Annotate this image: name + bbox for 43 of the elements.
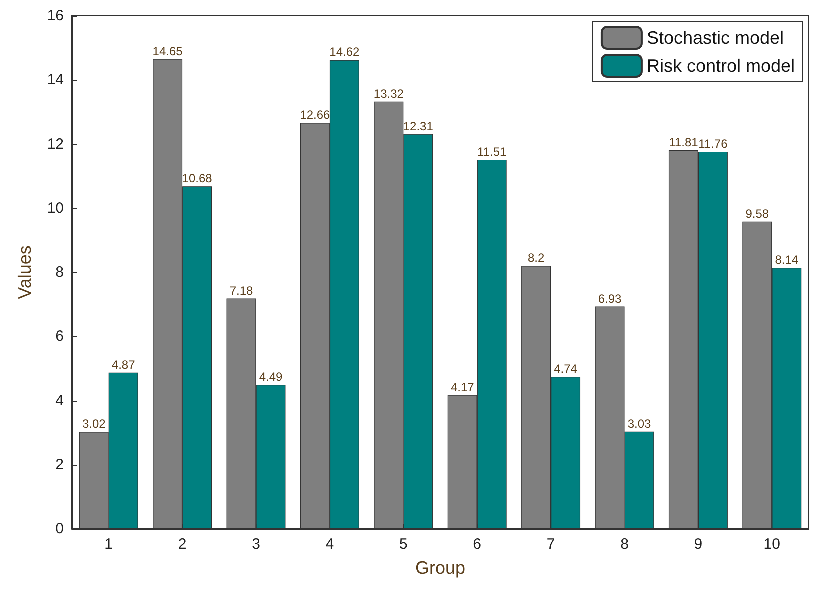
x-tick-label: 4: [326, 536, 334, 553]
y-tick-label: 10: [47, 200, 64, 217]
data-label: 12.31: [403, 119, 434, 134]
x-tick-label: 3: [252, 536, 260, 553]
data-label: 4.17: [450, 380, 475, 394]
data-label: 3.02: [82, 417, 106, 432]
data-label: 11.76: [698, 136, 728, 151]
y-tick-label: 2: [56, 456, 64, 474]
legend-label: Risk control model: [646, 56, 796, 76]
y-tick-label: 12: [47, 136, 64, 153]
data-label: 11.81: [669, 135, 699, 150]
data-label: 10.68: [182, 172, 213, 186]
x-tick-label: 2: [178, 536, 187, 553]
y-tick-label: 16: [47, 8, 64, 24]
y-axis-title: Values: [15, 246, 35, 300]
data-label: 9.58: [746, 206, 770, 221]
x-tick-label: 1: [104, 536, 114, 553]
data-label: 8.14: [775, 253, 799, 268]
y-tick-label: 0: [56, 520, 64, 538]
x-tick-label: 6: [473, 536, 482, 553]
data-label: 14.65: [152, 44, 184, 58]
y-tick-label: 4: [56, 392, 64, 410]
data-label: 8.2: [528, 251, 545, 266]
data-label: 14.62: [330, 45, 360, 60]
data-label: 4.87: [112, 358, 136, 372]
x-axis-title: Group: [415, 558, 466, 578]
data-label: 11.51: [478, 144, 507, 159]
x-tick-label: 10: [764, 536, 780, 553]
y-tick-label: 6: [56, 328, 64, 346]
legend-label: Stochastic model: [646, 28, 784, 48]
data-label: 13.32: [374, 86, 404, 101]
data-label: 4.49: [259, 370, 283, 384]
x-tick-label: 9: [694, 536, 703, 553]
data-label: 4.74: [554, 362, 578, 376]
data-label: 12.66: [300, 108, 331, 122]
y-tick-label: 14: [47, 72, 64, 89]
x-tick-label: 5: [399, 536, 408, 553]
data-label: 6.93: [598, 292, 622, 306]
data-label: 3.03: [628, 416, 652, 431]
data-label: 7.18: [230, 284, 254, 298]
y-tick-label: 8: [56, 264, 64, 281]
x-tick-label: 8: [620, 536, 629, 553]
x-tick-label: 7: [546, 536, 556, 553]
